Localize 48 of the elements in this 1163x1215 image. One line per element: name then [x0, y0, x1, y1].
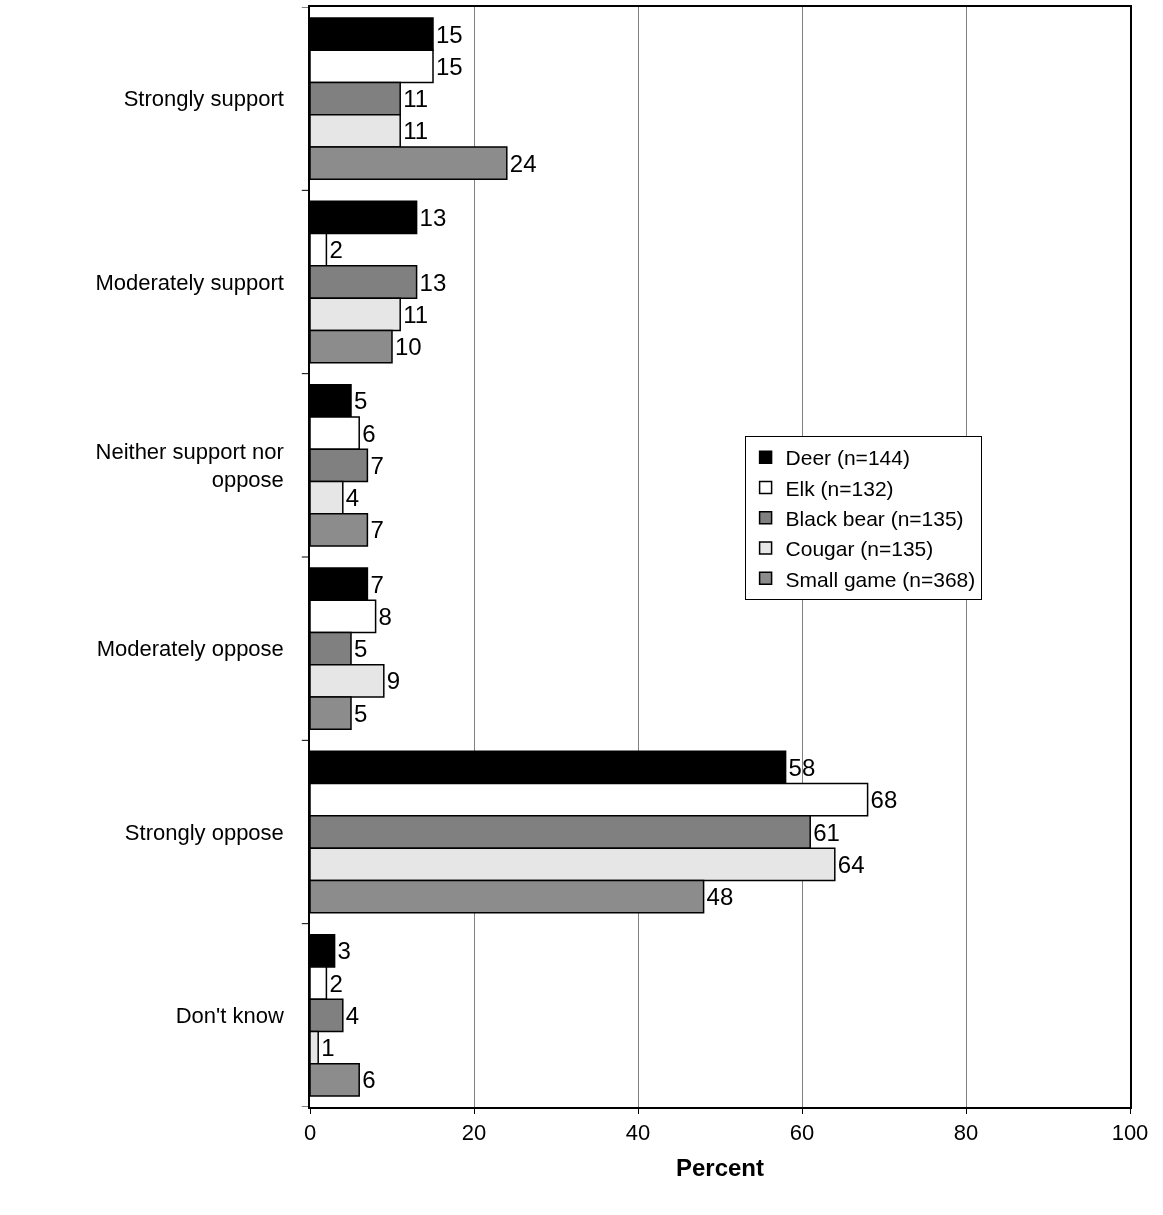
- legend-label: Deer (n=144): [785, 446, 910, 470]
- data-label: 11: [403, 85, 429, 113]
- data-label: 58: [788, 753, 816, 781]
- x-tick-label: 40: [625, 1120, 651, 1146]
- legend-label: Small game (n=368): [785, 567, 976, 591]
- legend-label: Cougar (n=135): [785, 537, 934, 561]
- data-label: 13: [419, 203, 447, 231]
- data-label: 7: [370, 516, 384, 544]
- data-label: 24: [509, 149, 537, 177]
- x-tick-label: 20: [461, 1120, 487, 1146]
- data-label: 6: [362, 1066, 376, 1094]
- data-label: 13: [419, 268, 447, 296]
- data-label: 4: [345, 484, 360, 512]
- data-label: 11: [403, 117, 429, 145]
- data-label: 9: [386, 667, 401, 695]
- data-label: 15: [436, 20, 463, 48]
- data-label: 5: [354, 699, 368, 727]
- data-label: 7: [370, 570, 384, 598]
- x-tick-label: 80: [953, 1120, 979, 1146]
- data-label: 2: [329, 969, 343, 997]
- data-label: 11: [403, 300, 429, 328]
- data-label: 2: [329, 236, 343, 264]
- y-tick-label: Strongly oppose: [124, 819, 284, 845]
- y-tick-label: Moderately oppose: [96, 636, 284, 662]
- data-label: 3: [337, 937, 351, 965]
- y-tick-label: Neither support nor oppose: [95, 438, 284, 493]
- y-tick-label: Don't know: [175, 1003, 284, 1029]
- data-label: 4: [345, 1001, 360, 1029]
- data-label: 5: [354, 387, 368, 415]
- data-label: 61: [813, 818, 840, 846]
- data-label: 7: [370, 451, 384, 479]
- x-tick-label: 0: [303, 1120, 317, 1146]
- data-label: 64: [837, 850, 865, 878]
- data-label: 6: [362, 419, 376, 447]
- y-tick-label: Strongly support: [123, 86, 284, 112]
- legend-label: Black bear (n=135): [785, 506, 964, 530]
- data-label: 5: [354, 635, 368, 663]
- y-tick-label: Moderately support: [95, 269, 284, 295]
- legend-label: Elk (n=132): [785, 476, 894, 500]
- x-axis-title: Percent: [675, 1153, 765, 1181]
- data-label: 1: [321, 1034, 335, 1062]
- x-tick-label: 60: [789, 1120, 815, 1146]
- x-tick-label: 100: [1111, 1120, 1149, 1146]
- data-label: 68: [870, 786, 898, 814]
- data-label: 48: [706, 883, 734, 911]
- data-label: 8: [378, 602, 392, 630]
- data-label: 15: [436, 52, 463, 80]
- data-label: 10: [395, 333, 422, 361]
